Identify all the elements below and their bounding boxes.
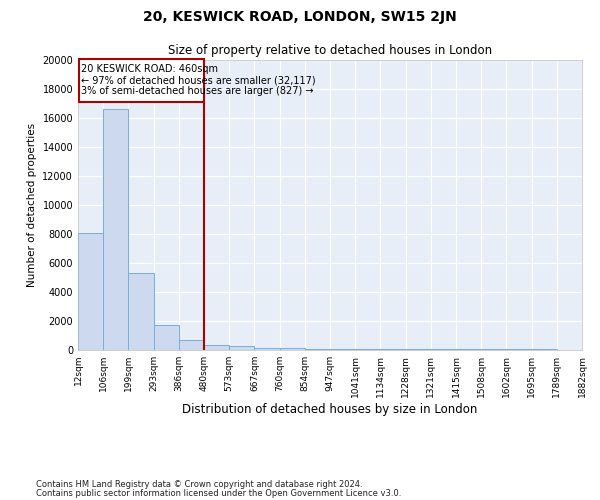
Bar <box>406 349 431 350</box>
Bar <box>355 349 380 350</box>
Bar <box>229 346 254 350</box>
Bar <box>78 232 103 350</box>
Bar <box>179 340 204 350</box>
Text: Contains public sector information licensed under the Open Government Licence v3: Contains public sector information licen… <box>36 490 401 498</box>
Bar <box>305 348 330 350</box>
Bar <box>380 349 406 350</box>
Bar <box>330 349 355 350</box>
Text: 20 KESWICK ROAD: 460sqm: 20 KESWICK ROAD: 460sqm <box>80 64 218 74</box>
Bar <box>204 345 229 350</box>
Text: 3% of semi-detached houses are larger (827) →: 3% of semi-detached houses are larger (8… <box>80 86 313 96</box>
Bar <box>103 110 128 350</box>
Bar <box>254 348 280 350</box>
FancyBboxPatch shape <box>79 58 204 102</box>
Bar <box>128 273 154 350</box>
Y-axis label: Number of detached properties: Number of detached properties <box>27 123 37 287</box>
Title: Size of property relative to detached houses in London: Size of property relative to detached ho… <box>168 44 492 58</box>
Bar <box>280 348 305 350</box>
Text: 20, KESWICK ROAD, LONDON, SW15 2JN: 20, KESWICK ROAD, LONDON, SW15 2JN <box>143 10 457 24</box>
Text: Contains HM Land Registry data © Crown copyright and database right 2024.: Contains HM Land Registry data © Crown c… <box>36 480 362 489</box>
Bar <box>154 326 179 350</box>
X-axis label: Distribution of detached houses by size in London: Distribution of detached houses by size … <box>182 402 478 415</box>
Text: ← 97% of detached houses are smaller (32,117): ← 97% of detached houses are smaller (32… <box>80 75 315 85</box>
